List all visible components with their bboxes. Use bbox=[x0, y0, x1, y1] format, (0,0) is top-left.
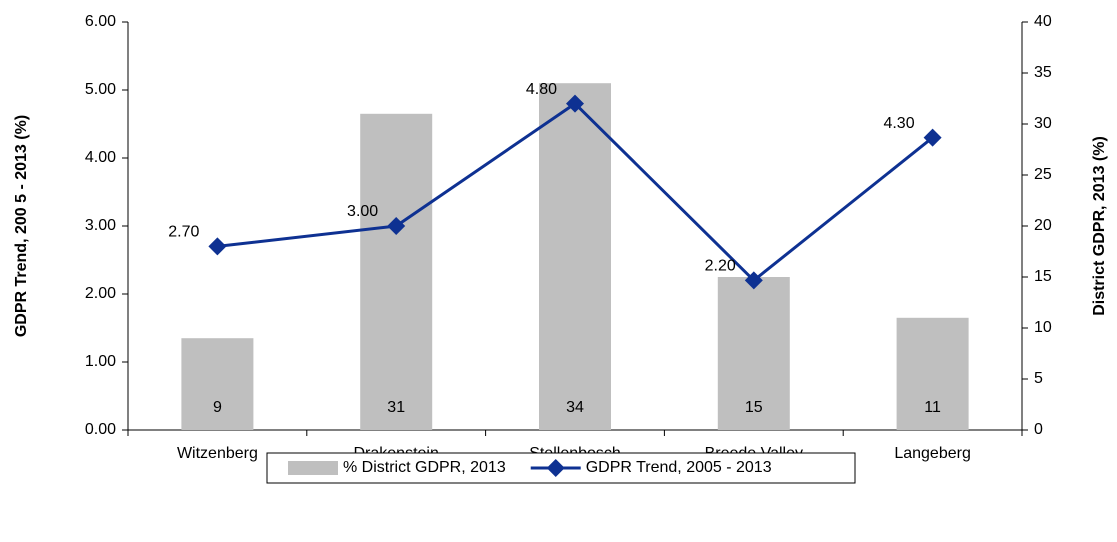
y2-tick-label: 10 bbox=[1034, 319, 1052, 336]
y2-tick-label: 5 bbox=[1034, 370, 1043, 387]
line-marker bbox=[387, 217, 406, 235]
bar bbox=[539, 83, 611, 430]
bar-value-label: 15 bbox=[745, 399, 763, 416]
y2-tick-label: 25 bbox=[1034, 166, 1052, 183]
y2-axis-title: District GDPR, 2013 (%) bbox=[1091, 136, 1108, 316]
bar bbox=[896, 317, 969, 430]
x-tick-label: Langeberg bbox=[894, 445, 971, 462]
bar-value-label: 9 bbox=[213, 399, 222, 416]
line-value-label: 4.80 bbox=[526, 81, 557, 98]
y-tick-label: 1.00 bbox=[85, 353, 116, 370]
line-value-label: 4.30 bbox=[883, 115, 914, 132]
line-value-label: 2.20 bbox=[705, 258, 736, 275]
bar-value-label: 31 bbox=[387, 399, 405, 416]
y2-tick-label: 30 bbox=[1034, 115, 1052, 132]
y2-tick-label: 20 bbox=[1034, 217, 1052, 234]
legend-swatch bbox=[288, 461, 338, 475]
line-marker bbox=[744, 271, 763, 290]
line-marker bbox=[923, 128, 942, 147]
y-tick-label: 3.00 bbox=[85, 217, 116, 234]
bar-value-label: 11 bbox=[924, 399, 941, 416]
line-value-label: 3.00 bbox=[347, 203, 378, 220]
bar bbox=[717, 277, 790, 430]
y-tick-label: 0.00 bbox=[85, 421, 116, 438]
y-tick-label: 5.00 bbox=[85, 81, 116, 98]
y-tick-label: 6.00 bbox=[85, 13, 116, 30]
y2-tick-label: 15 bbox=[1034, 268, 1052, 285]
line-value-label: 2.70 bbox=[168, 224, 199, 241]
y-axis-title: GDPR Trend, 200 5 - 2013 (%) bbox=[13, 115, 30, 337]
line-marker bbox=[566, 94, 584, 113]
bar-value-label: 34 bbox=[566, 399, 584, 416]
bar bbox=[181, 338, 254, 430]
legend-marker bbox=[546, 459, 565, 477]
bar bbox=[360, 113, 433, 431]
y2-tick-label: 0 bbox=[1034, 421, 1043, 438]
line-marker bbox=[208, 237, 227, 256]
y-tick-label: 2.00 bbox=[85, 285, 116, 302]
y2-tick-label: 40 bbox=[1034, 13, 1052, 30]
y-tick-label: 4.00 bbox=[85, 149, 116, 166]
y2-tick-label: 35 bbox=[1034, 64, 1052, 81]
legend-label: GDPR Trend, 2005 - 2013 bbox=[586, 459, 772, 476]
legend-label: % District GDPR, 2013 bbox=[343, 459, 506, 476]
x-tick-label: Witzenberg bbox=[177, 445, 258, 462]
